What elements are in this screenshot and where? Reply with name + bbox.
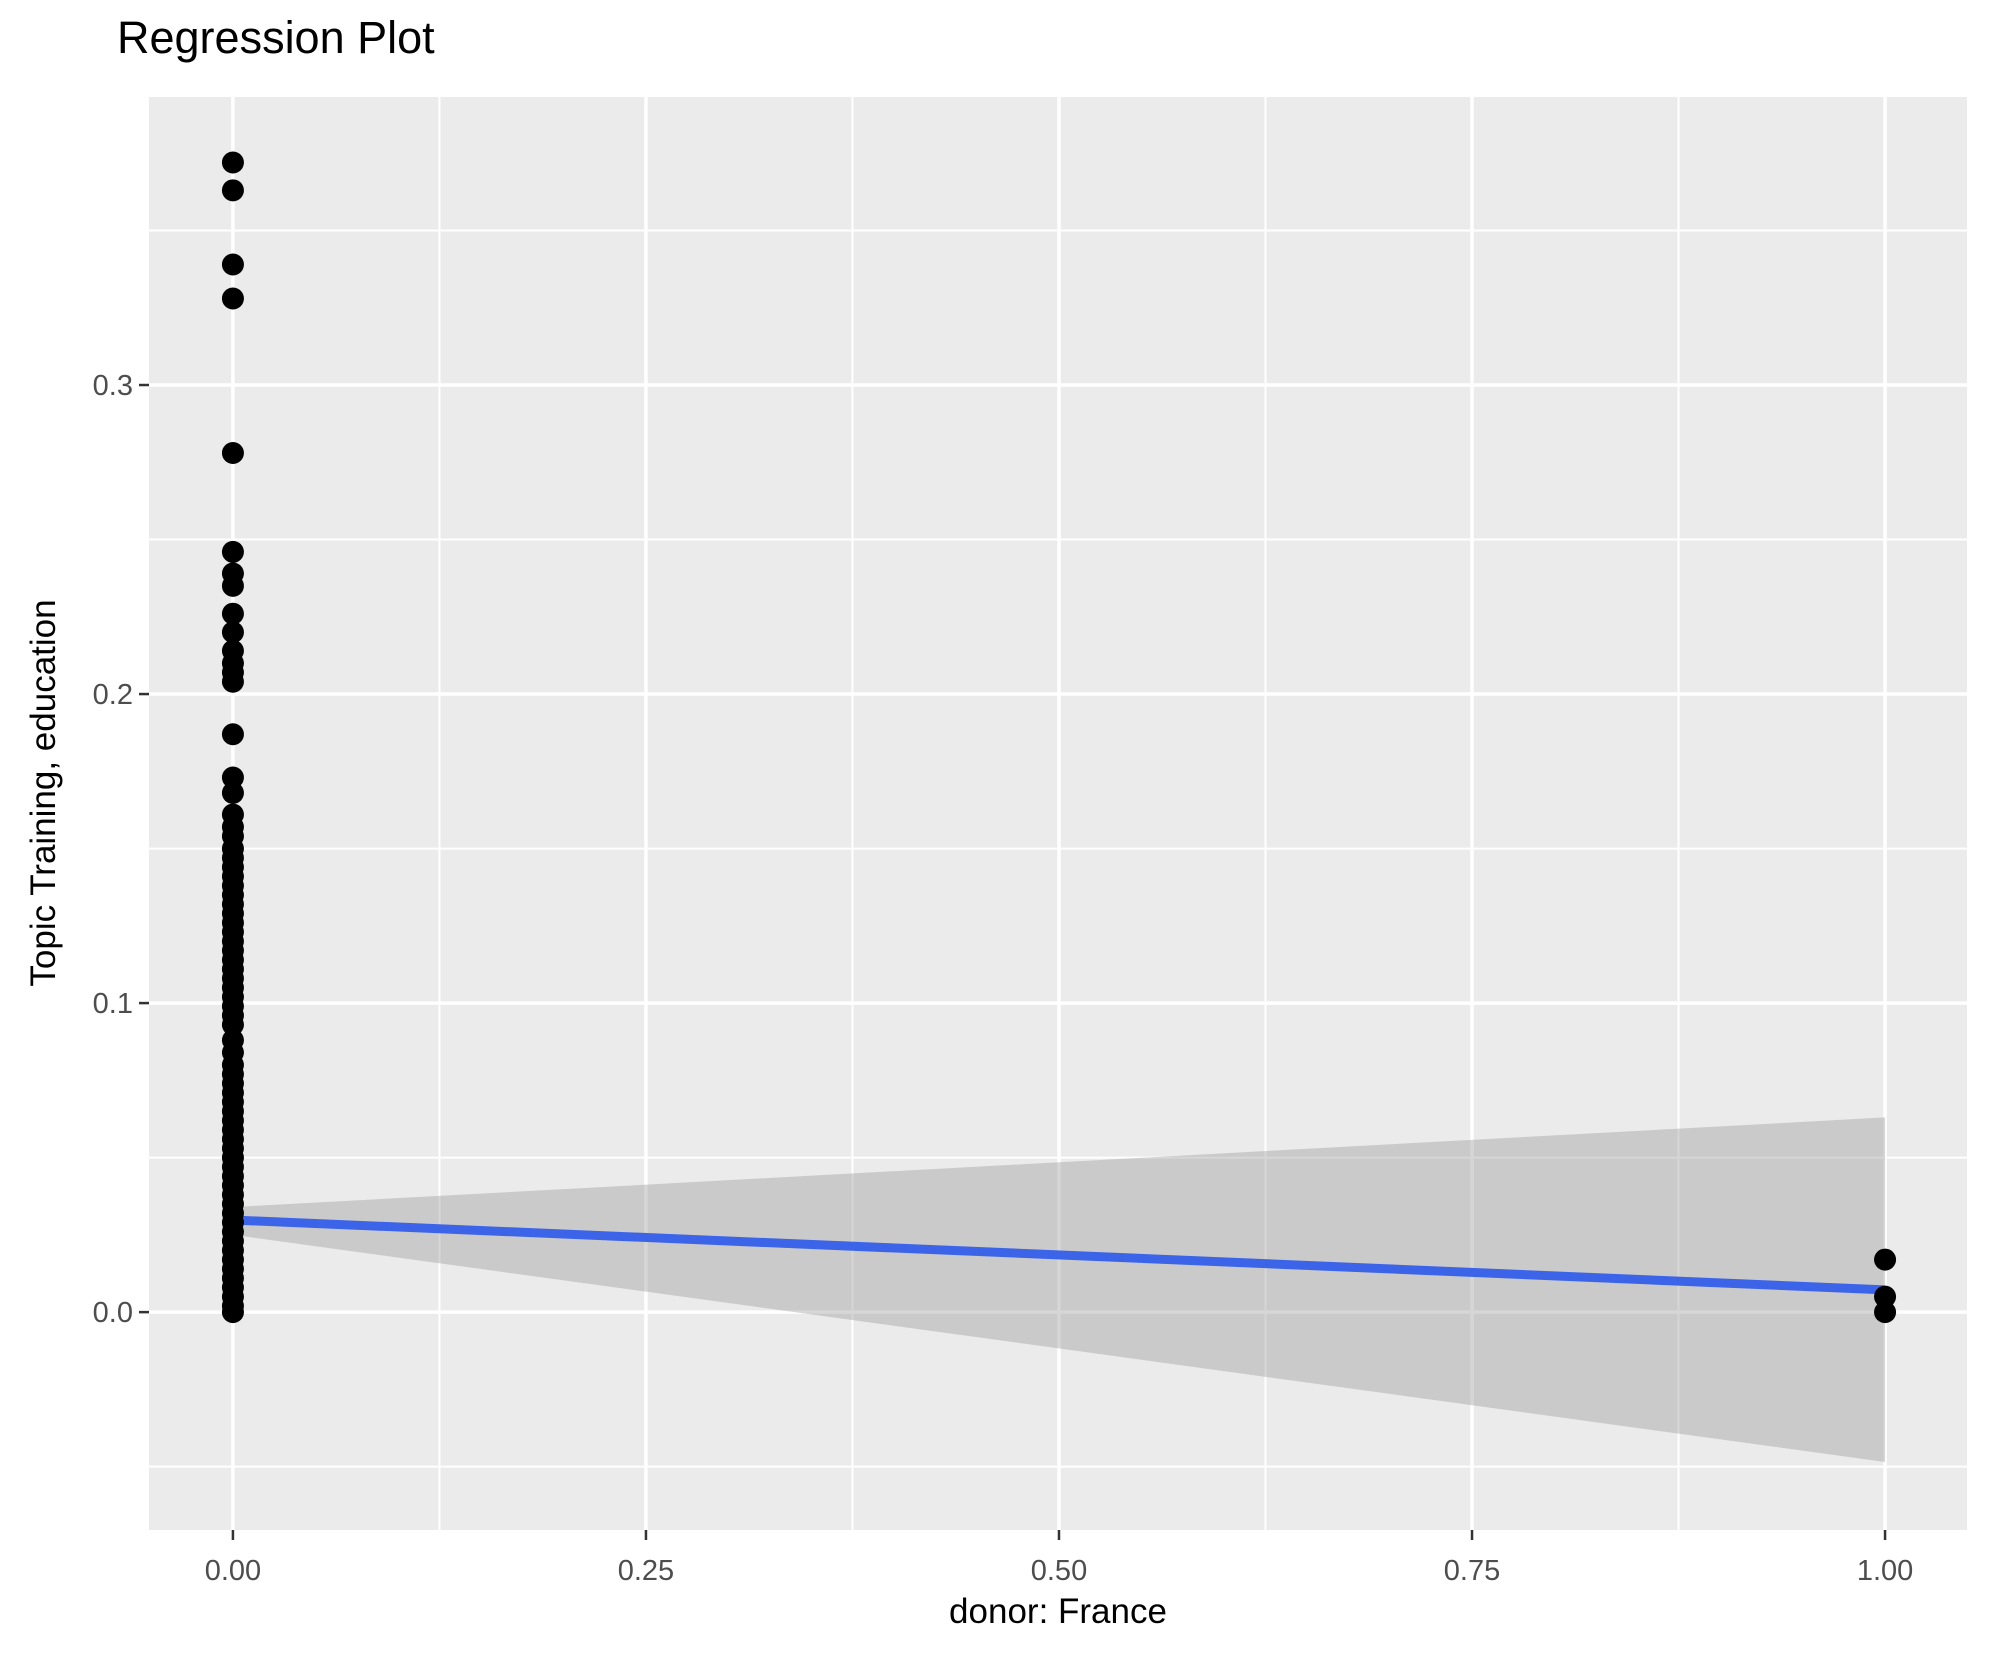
data-point [221,621,244,644]
data-point [221,781,244,804]
data-point [221,602,244,625]
x-tick-label: 0.75 [1444,1555,1500,1587]
data-point [221,442,244,465]
x-tick-label: 1.00 [1857,1555,1913,1587]
data-point [221,670,244,693]
data-point [221,179,244,202]
y-tick-label: 0.1 [93,988,133,1020]
data-point [221,766,244,789]
data-point [221,1301,244,1324]
y-tick-label: 0.0 [93,1297,133,1329]
confidence-band [232,1117,1886,1463]
data-point [221,151,244,174]
x-tick-label: 0.50 [1031,1555,1087,1587]
data-point [1874,1301,1897,1324]
x-axis-title: donor: France [949,1592,1167,1631]
data-point [221,253,244,276]
data-point [1874,1248,1897,1271]
plot-title: Regression Plot [117,12,435,63]
data-point [221,574,244,597]
data-point [221,723,244,746]
data-point [221,540,244,563]
data-point [1874,1285,1897,1308]
y-tick-label: 0.3 [93,370,133,402]
y-axis-title: Topic Training, education [24,599,63,987]
regression-line [232,1215,1886,1295]
x-tick-label: 0.25 [618,1555,674,1587]
y-tick-label: 0.2 [93,679,133,711]
x-tick-label: 0.00 [205,1555,261,1587]
data-point [221,1013,244,1036]
data-point [221,287,244,310]
